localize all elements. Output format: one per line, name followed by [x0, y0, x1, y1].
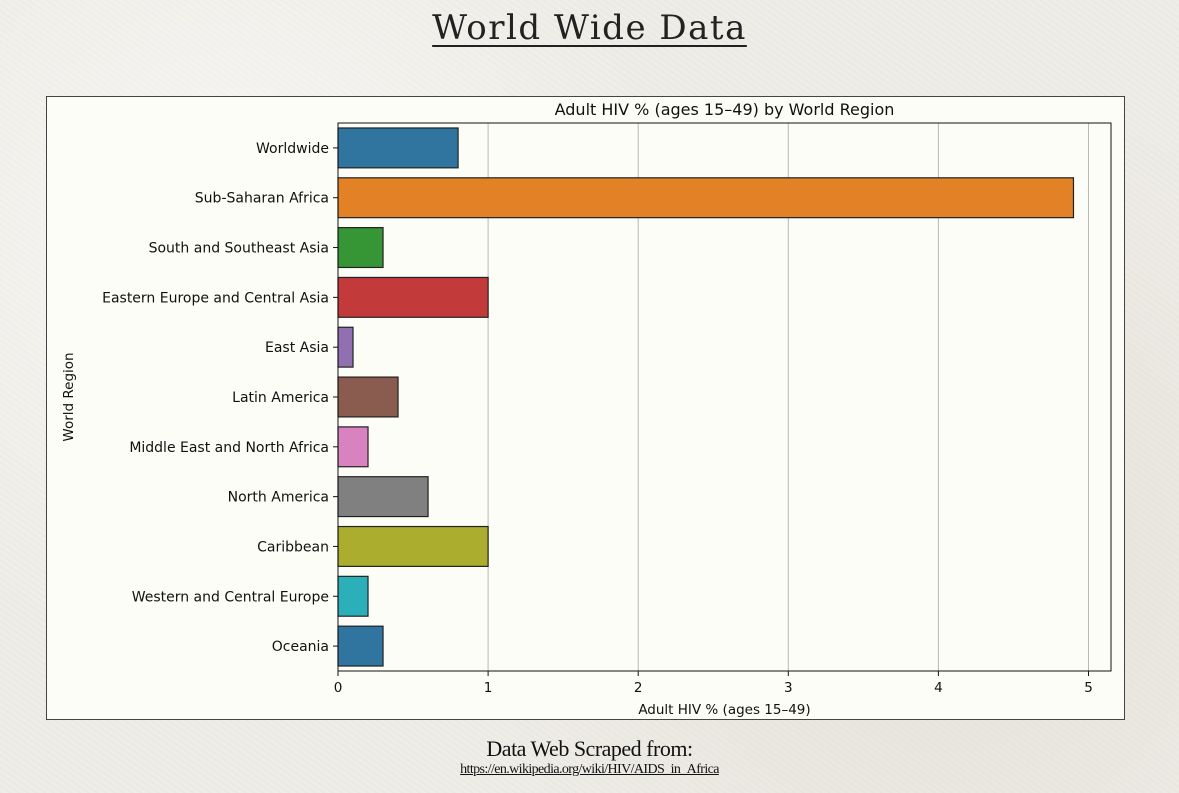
page-title: World Wide Data — [432, 8, 747, 48]
x-tick-label: 3 — [784, 680, 793, 696]
y-tick-label: Oceania — [272, 639, 329, 655]
footer-source-text: Data Web Scraped from: — [486, 736, 693, 761]
x-axis-ticks: 0 1 2 3 4 5 — [334, 671, 1093, 696]
bar — [337, 127, 459, 169]
y-tick-label: Eastern Europe and Central Asia — [102, 290, 329, 306]
bar-chart: 0 1 2 3 4 5 Worldwide Sub-Saharan Africa South … — [61, 100, 1112, 718]
bar — [337, 276, 489, 318]
bar — [337, 326, 354, 368]
y-tick-label: North America — [228, 490, 329, 506]
y-tick-label: East Asia — [265, 340, 329, 356]
chart-title: Adult HIV % (ages 15–49) by World Region — [555, 100, 895, 119]
y-tick-label: Middle East and North Africa — [129, 440, 329, 456]
x-tick-label: 1 — [484, 680, 493, 696]
footer-source-link[interactable]: https://en.wikipedia.org/wiki/HIV/AIDS_i… — [460, 762, 719, 777]
y-tick-label: Worldwide — [256, 141, 329, 157]
y-tick-label: Sub-Saharan Africa — [195, 191, 329, 207]
bar — [337, 227, 384, 269]
y-axis-ticks: Worldwide Sub-Saharan Africa South and Sou… — [102, 141, 338, 655]
x-tick-label: 5 — [1084, 680, 1093, 696]
x-tick-label: 4 — [934, 680, 943, 696]
x-tick-label: 0 — [334, 680, 343, 696]
x-axis-label: Adult HIV % (ages 15–49) — [638, 702, 810, 718]
y-tick-label: Western and Central Europe — [132, 589, 329, 605]
x-tick-label: 2 — [634, 680, 643, 696]
bars — [337, 127, 1075, 667]
bar — [337, 575, 369, 617]
y-tick-label: Latin America — [232, 390, 329, 406]
y-axis-label: World Region — [61, 352, 77, 441]
bar — [337, 177, 1075, 219]
y-tick-label: South and Southeast Asia — [149, 241, 329, 257]
bar — [337, 376, 399, 418]
bar — [337, 476, 429, 518]
bar — [337, 625, 384, 667]
bar — [337, 525, 489, 567]
chart-figure: 0 1 2 3 4 5 Worldwide Sub-Saharan Africa South … — [46, 96, 1125, 720]
footer: Data Web Scraped from: https://en.wikipe… — [0, 736, 1179, 778]
bar — [337, 426, 369, 468]
y-tick-label: Caribbean — [257, 539, 329, 555]
